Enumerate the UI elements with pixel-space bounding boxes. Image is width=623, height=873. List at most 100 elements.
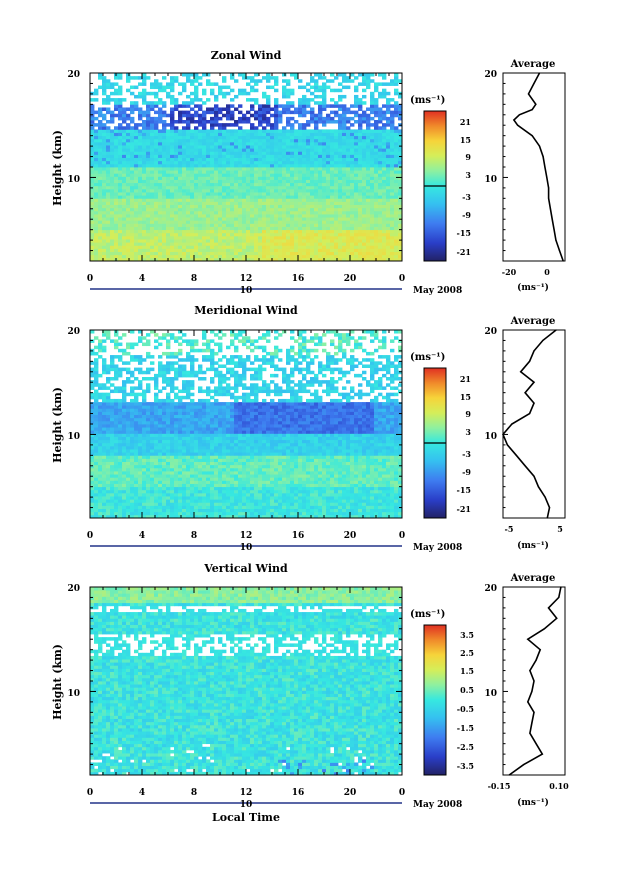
heatmap-cell <box>122 486 127 491</box>
heatmap-cell <box>134 207 139 212</box>
heatmap-cell <box>282 198 287 202</box>
heatmap-cell <box>198 120 203 124</box>
heatmap-cell <box>350 248 355 252</box>
heatmap-cell <box>102 245 107 249</box>
heatmap-cell <box>162 157 167 162</box>
heatmap-cell <box>378 154 383 158</box>
heatmap-cell <box>170 229 175 234</box>
heatmap-cell <box>326 116 331 121</box>
heatmap-cell <box>286 496 291 500</box>
heatmap-cell <box>230 214 235 218</box>
heatmap-cell <box>334 226 339 231</box>
heatmap-cell <box>186 126 191 130</box>
heatmap-cell <box>234 198 239 202</box>
heatmap-cell <box>266 129 271 133</box>
heatmap-cell <box>218 511 223 516</box>
heatmap-cell <box>198 210 203 215</box>
heatmap-cell <box>174 135 179 140</box>
heatmap-cell <box>94 138 99 143</box>
heatmap-cell <box>374 232 379 237</box>
heatmap-cell <box>374 204 379 209</box>
heatmap-cell <box>374 129 379 133</box>
heatmap-cell <box>266 505 271 509</box>
heatmap-cell <box>166 188 171 193</box>
heatmap-cell <box>290 141 295 146</box>
heatmap-cell <box>370 98 375 102</box>
heatmap-cell <box>310 242 315 246</box>
heatmap-cell <box>254 229 259 234</box>
heatmap-cell <box>162 135 167 140</box>
heatmap-cell <box>182 154 187 158</box>
heatmap-cell <box>310 151 315 155</box>
heatmap-cell <box>190 160 195 165</box>
heatmap-cell <box>258 192 263 196</box>
heatmap-cell <box>102 496 107 500</box>
heatmap-cell <box>282 185 287 190</box>
heatmap-cell <box>270 207 275 212</box>
heatmap-cell <box>338 229 343 234</box>
heatmap-cell <box>186 129 191 133</box>
heatmap-cell <box>98 210 103 215</box>
heatmap-cell <box>290 182 295 187</box>
heatmap-cell <box>382 82 387 86</box>
heatmap-cell <box>118 129 123 133</box>
heatmap-cell <box>390 207 395 212</box>
heatmap-cell <box>290 104 295 108</box>
heatmap-cell <box>234 220 239 224</box>
heatmap-cell <box>330 160 335 165</box>
heatmap-cell <box>102 508 107 513</box>
heatmap-cell <box>126 226 131 231</box>
heatmap-cell <box>362 132 367 137</box>
heatmap-cell <box>242 76 247 80</box>
heatmap-cell <box>170 220 175 224</box>
heatmap-cell <box>230 226 235 231</box>
heatmap-cell <box>278 223 283 227</box>
heatmap-cell <box>318 492 323 497</box>
heatmap-cell <box>226 511 231 516</box>
heatmap-cell <box>134 76 139 80</box>
heatmap-cell <box>238 198 243 202</box>
heatmap-cell <box>294 141 299 146</box>
heatmap-cell <box>134 157 139 162</box>
heatmap-cell <box>326 85 331 90</box>
heatmap-cell <box>110 489 115 494</box>
heatmap-cell <box>198 232 203 237</box>
heatmap-cell <box>206 486 211 491</box>
heatmap-cell <box>198 514 203 519</box>
heatmap-cell <box>254 195 259 199</box>
x-ticks: 0 4 8 12 16 20 0 <box>87 274 405 284</box>
heatmap-cell <box>126 232 131 237</box>
heatmap-cell <box>150 173 155 177</box>
heatmap-cell <box>314 148 319 152</box>
heatmap-cell <box>326 251 331 256</box>
heatmap-cell <box>234 511 239 516</box>
heatmap-cell <box>242 113 247 118</box>
heatmap-cell <box>186 508 191 513</box>
heatmap-cell <box>326 160 331 165</box>
heatmap-cell <box>230 235 235 240</box>
heatmap-cell <box>306 489 311 494</box>
heatmap-cell <box>154 192 159 196</box>
heatmap-cell <box>266 120 271 124</box>
heatmap-cell <box>90 251 95 256</box>
heatmap-cell <box>302 514 307 519</box>
heatmap-cell <box>310 207 315 212</box>
heatmap-cell <box>298 502 303 506</box>
heatmap-cell <box>330 167 335 171</box>
heatmap-cell <box>226 132 231 137</box>
heatmap-cell <box>282 217 287 221</box>
heatmap-cell <box>230 251 235 256</box>
heatmap-cell <box>214 254 219 259</box>
heatmap-cell <box>178 104 183 108</box>
heatmap-cell <box>194 179 199 184</box>
heatmap-cell <box>334 145 339 149</box>
heatmap-cell <box>174 499 179 503</box>
heatmap-cell <box>294 132 299 137</box>
heatmap-cell <box>250 217 255 221</box>
heatmap-cell <box>330 496 335 500</box>
heatmap-cell <box>142 160 147 165</box>
heatmap-cell <box>350 141 355 146</box>
heatmap-cell <box>342 511 347 516</box>
heatmap-cell <box>110 207 115 212</box>
heatmap-cell <box>370 242 375 246</box>
